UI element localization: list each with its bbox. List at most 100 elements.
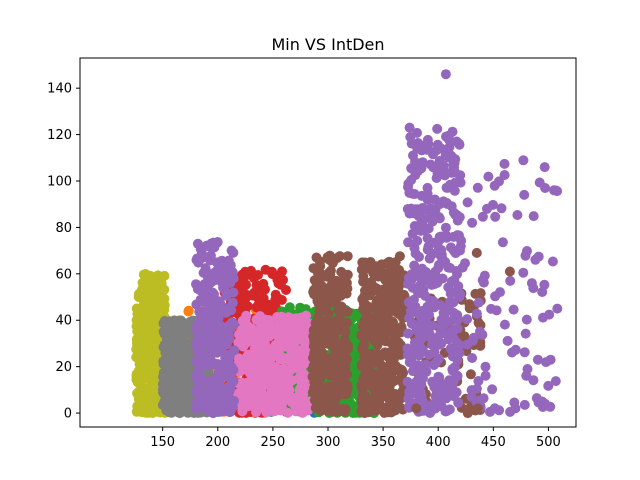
scatter-point <box>350 388 361 399</box>
scatter-point <box>332 375 343 386</box>
scatter-point <box>499 170 510 180</box>
scatter-point <box>366 278 377 289</box>
scatter-point <box>276 311 287 322</box>
scatter-point <box>156 284 167 295</box>
scatter-point <box>436 249 447 260</box>
scatter-point <box>296 312 307 323</box>
scatter-point <box>392 403 403 413</box>
scatter-point <box>477 329 488 340</box>
scatter-point <box>260 284 270 295</box>
scatter-point <box>136 387 147 398</box>
scatter-point <box>200 291 211 302</box>
scatter-point <box>237 377 248 388</box>
scatter-point <box>197 307 208 317</box>
scatter-point <box>409 189 420 199</box>
scatter-point <box>385 358 396 369</box>
scatter-point <box>446 201 457 212</box>
x-tick-label: 250 <box>260 435 285 450</box>
x-tick-label: 500 <box>536 435 561 450</box>
scatter-point <box>416 145 427 156</box>
scatter-point <box>429 302 440 313</box>
scatter-point <box>550 376 561 387</box>
scatter-point <box>342 343 353 354</box>
scatter-point <box>223 390 234 401</box>
scatter-point <box>489 403 500 414</box>
scatter-point <box>434 156 445 166</box>
scatter-point <box>139 299 150 310</box>
scatter-point <box>368 330 379 341</box>
scatter-point <box>540 398 551 409</box>
scatter-point <box>462 339 473 350</box>
scatter-point <box>236 277 247 288</box>
scatter-point <box>259 339 270 350</box>
scatter-point <box>359 348 370 358</box>
scatter-point <box>225 278 236 288</box>
scatter-point <box>429 382 440 393</box>
plot-area <box>131 69 563 419</box>
scatter-point <box>408 319 419 330</box>
scatter-point <box>307 371 318 382</box>
scatter-point <box>356 380 367 391</box>
scatter-point <box>406 203 417 214</box>
scatter-point <box>342 269 353 280</box>
scatter-point <box>263 317 274 328</box>
scatter-point <box>422 194 433 205</box>
scatter-point <box>406 138 417 149</box>
scatter-point <box>326 353 337 364</box>
scatter-point <box>177 328 188 339</box>
scatter-point <box>361 328 372 339</box>
scatter-point <box>547 256 558 267</box>
scatter-point <box>456 235 467 246</box>
scatter-point <box>251 407 262 418</box>
scatter-point <box>384 321 395 332</box>
scatter-point <box>453 281 464 292</box>
scatter-point <box>472 403 483 414</box>
scatter-point <box>341 317 352 328</box>
scatter-point <box>192 284 203 294</box>
scatter-point <box>331 275 342 286</box>
scatter-point <box>139 320 150 331</box>
scatter-point <box>325 328 336 339</box>
scatter-point <box>519 347 530 358</box>
scatter-point <box>423 274 434 285</box>
y-tick-label: 20 <box>55 360 72 375</box>
scatter-point <box>299 359 310 369</box>
scatter-point <box>403 345 414 355</box>
scatter-point <box>480 361 491 372</box>
scatter-point <box>376 332 387 343</box>
scatter-point <box>258 402 269 413</box>
scatter-point <box>416 379 427 390</box>
scatter-point <box>212 237 223 247</box>
scatter-point <box>528 375 539 386</box>
scatter-point <box>530 254 541 265</box>
scatter-point <box>487 384 498 395</box>
scatter-point <box>131 344 142 355</box>
scatter-point <box>473 376 484 386</box>
scatter-point <box>272 329 283 340</box>
scatter-point <box>238 292 249 303</box>
scatter-point <box>335 290 346 301</box>
scatter-point <box>237 357 248 368</box>
scatter-point <box>237 324 248 335</box>
scatter-point <box>210 275 221 286</box>
scatter-point <box>247 290 258 301</box>
scatter-point <box>443 301 454 312</box>
scatter-point <box>356 360 367 371</box>
x-tick-label: 450 <box>481 435 506 450</box>
scatter-point <box>373 269 384 280</box>
scatter-point <box>320 388 331 399</box>
scatter-point <box>467 217 478 228</box>
scatter-point <box>442 405 453 416</box>
scatter-point <box>228 287 239 298</box>
scatter-point <box>136 365 147 375</box>
scatter-point <box>427 215 438 226</box>
scatter-point <box>470 288 481 299</box>
scatter-point <box>277 397 288 408</box>
scatter-point <box>486 303 497 314</box>
scatter-point <box>149 300 160 311</box>
scatter-point <box>310 351 321 362</box>
scatter-point <box>146 394 157 405</box>
scatter-point <box>417 263 428 274</box>
scatter-point <box>146 286 157 297</box>
scatter-point <box>443 130 454 141</box>
